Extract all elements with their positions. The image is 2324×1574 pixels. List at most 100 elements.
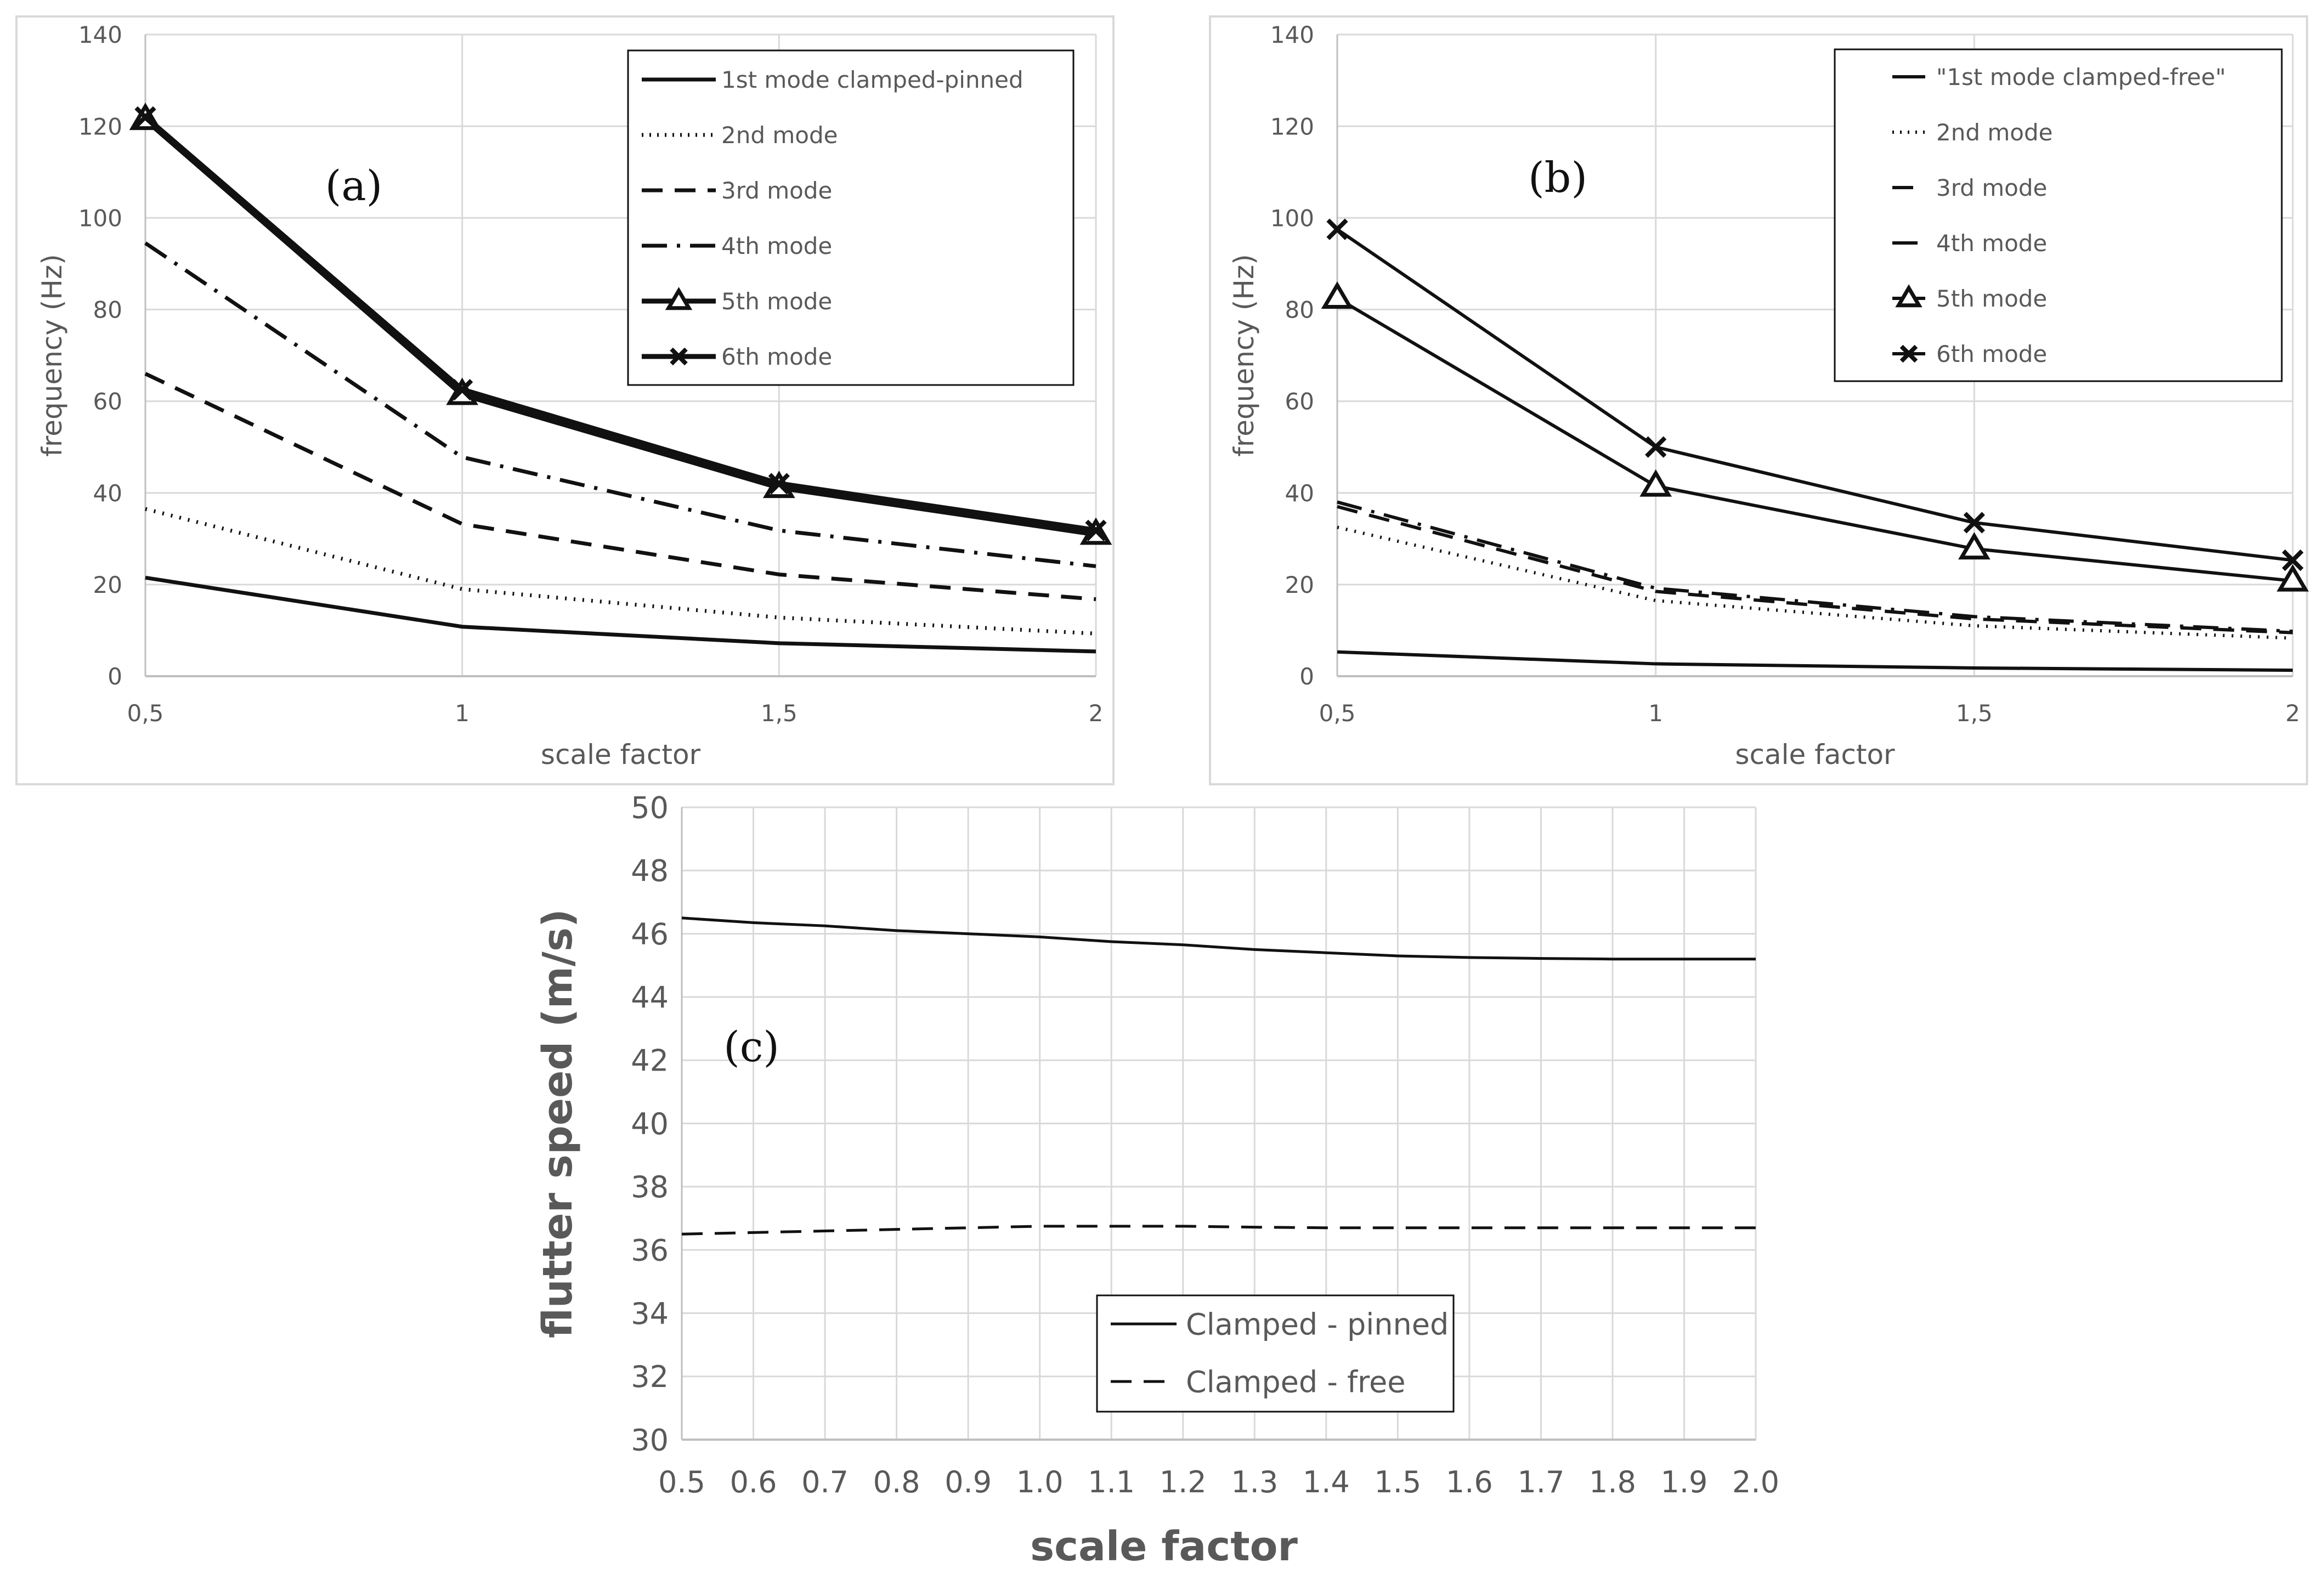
panel-c-x-tick-label: 1.6 <box>1446 1465 1493 1499</box>
panel-c-y-tick-label: 38 <box>631 1170 669 1204</box>
panel-b-series-line-5 <box>1336 296 2293 583</box>
panel-a-series-6-x-marker-3 <box>1085 519 1107 541</box>
panel-b-y-tick-label: 60 <box>1285 388 1314 415</box>
panel-a-series-6-x-marker-1 <box>451 379 473 401</box>
panel-c-series-line-2 <box>681 1225 1756 1236</box>
panel-b-legend-label-3: 3rd mode <box>1936 174 2047 201</box>
panel-c-x-tick-label: 1.8 <box>1589 1465 1636 1499</box>
panel-b-x-tick-label: 1 <box>1648 700 1663 727</box>
panel-a-legend-6-x-marker-0 <box>670 347 688 366</box>
panel-a-y-tick-label: 100 <box>78 205 122 231</box>
panel-c-panel-label: (c) <box>723 1022 779 1071</box>
panel-c-series-line-1 <box>681 916 1756 961</box>
panel-c-legend-label-1: Clamped - pinned <box>1186 1307 1449 1341</box>
panel-a-legend <box>627 49 1075 386</box>
panel-b-legend-label-5: 5th mode <box>1936 285 2047 312</box>
panel-a-series-line-3 <box>144 372 1096 602</box>
panel-b-series-6-x-marker-3 <box>2282 549 2304 571</box>
panel-b-y-tick-label: 20 <box>1285 571 1314 598</box>
panel-b-series-line-4 <box>1337 500 2293 633</box>
panel-b-legend-label-6: 6th mode <box>1936 341 2047 367</box>
panel-c-y-tick-label: 48 <box>631 854 669 888</box>
panel-a-legend-label-1: 1st mode clamped-pinned <box>721 66 1024 93</box>
panel-a-series-line-6 <box>143 115 1096 534</box>
panel-b: 0 20 40 60 80 100 120 140 0,5 1 1,5 2 scale factor fr… <box>1209 15 2309 785</box>
panel-b-legend-5-triangle-marker-0 <box>1895 284 1922 308</box>
panel-a-legend-label-3: 3rd mode <box>721 177 832 204</box>
panel-a-y-axis-title: frequency (Hz) <box>36 254 68 457</box>
panel-b-y-axis-title: frequency (Hz) <box>1228 254 1260 457</box>
panel-b-series-5-triangle-marker-2 <box>1958 532 1991 560</box>
panel-c-x-tick-label: 0.9 <box>945 1465 992 1499</box>
panel-b-panel-label: (b) <box>1528 153 1587 202</box>
panel-a-x-tick-label: 2 <box>1089 700 1104 727</box>
panel-b-legend <box>1834 48 2283 382</box>
panel-b-y-tick-label: 80 <box>1285 297 1314 324</box>
panel-a-series-6-x-marker-0 <box>134 106 156 128</box>
panel-b-legend-6-x-marker-0 <box>1899 344 1918 363</box>
panel-a-legend-label-4: 4th mode <box>721 233 832 259</box>
panel-b-series-5-triangle-marker-0 <box>1321 281 1354 309</box>
panel-c-y-tick-label: 40 <box>631 1107 669 1141</box>
panel-c-x-tick-label: 0.5 <box>658 1465 705 1499</box>
panel-a-y-tick-label: 140 <box>78 21 122 48</box>
panel-a-series-line-4 <box>144 241 1096 568</box>
panel-a-series-6-x-marker-2 <box>768 473 790 495</box>
panel-c-y-tick-label: 36 <box>631 1233 669 1268</box>
panel-c-legend-label-2: Clamped - free <box>1186 1364 1405 1399</box>
panel-a-y-tick-label: 0 <box>108 663 122 690</box>
panel-b-legend-label-4: 4th mode <box>1936 230 2047 257</box>
panel-b-series-line-1 <box>1337 650 2293 672</box>
panel-a-panel-label: (a) <box>325 161 383 210</box>
panel-a-x-tick-label: 1,5 <box>761 700 798 727</box>
panel-c-x-tick-label: 0.7 <box>801 1465 849 1499</box>
panel-a-y-tick-label: 80 <box>93 297 122 324</box>
panel-c-y-tick-label: 50 <box>631 790 669 825</box>
panel-c-x-tick-label: 1.1 <box>1088 1465 1135 1499</box>
panel-c-y-tick-label: 46 <box>631 917 669 952</box>
panel-c-legend <box>1096 1294 1455 1413</box>
panel-b-series-line-6 <box>1336 228 2293 562</box>
panel-a-legend-5-triangle-marker-0 <box>665 287 693 310</box>
panel-c-x-tick-label: 1.4 <box>1303 1465 1350 1499</box>
panel-c-x-axis-title: scale factor <box>1030 1523 1298 1570</box>
panel-a-legend-label-5: 5th mode <box>721 288 832 315</box>
panel-c-x-tick-label: 1.5 <box>1374 1465 1421 1499</box>
panel-c-y-tick-label: 34 <box>631 1296 669 1331</box>
panel-a-legend-label-6: 6th mode <box>721 343 832 370</box>
panel-c-y-tick-label: 42 <box>631 1044 669 1078</box>
panel-b-legend-label-2: 2nd mode <box>1936 119 2052 146</box>
panel-b-x-tick-label: 2 <box>2286 700 2300 727</box>
panel-b-series-6-x-marker-2 <box>1963 512 1985 534</box>
panel-c-x-tick-label: 1.3 <box>1231 1465 1278 1499</box>
panel-c-x-tick-label: 2.0 <box>1732 1465 1779 1499</box>
panel-a-x-tick-label: 0,5 <box>127 700 164 727</box>
panel-c-y-axis-title: flutter speed (m/s) <box>534 909 581 1338</box>
panel-c-y-tick-label: 44 <box>631 980 669 1015</box>
panel-b-y-tick-label: 120 <box>1270 113 1314 140</box>
panel-a: 0 20 40 60 80 100 120 140 0,5 1 1,5 2 scale factor fr… <box>15 15 1115 785</box>
panel-b-x-axis-title: scale factor <box>1735 739 1895 771</box>
panel-a-y-tick-label: 120 <box>78 113 122 140</box>
panel-c-x-tick-label: 1.7 <box>1517 1465 1564 1499</box>
panel-b-x-tick-label: 1,5 <box>1956 700 1993 727</box>
panel-b-y-tick-label: 0 <box>1299 663 1314 690</box>
panel-b-y-tick-label: 100 <box>1270 205 1314 231</box>
panel-a-x-tick-label: 1 <box>455 700 470 727</box>
panel-a-series-line-1 <box>145 575 1096 654</box>
panel-c-x-tick-label: 1.9 <box>1661 1465 1708 1499</box>
panel-a-legend-label-2: 2nd mode <box>721 122 838 149</box>
panel-b-series-5-triangle-marker-1 <box>1639 469 1672 497</box>
panel-b-y-tick-label: 140 <box>1270 21 1314 48</box>
panel-a-y-tick-label: 20 <box>93 571 122 598</box>
panel-b-x-tick-label: 0,5 <box>1319 700 1356 727</box>
panel-b-series-6-x-marker-0 <box>1326 218 1348 240</box>
panel-b-series-5-triangle-marker-3 <box>2276 564 2309 592</box>
panel-b-series-6-x-marker-1 <box>1645 436 1667 458</box>
panel-c-x-tick-label: 0.8 <box>873 1465 920 1499</box>
panel-c-x-tick-label: 0.6 <box>730 1465 777 1499</box>
panel-c-y-tick-label: 32 <box>631 1360 669 1394</box>
panel-c: 30 32 34 36 38 40 42 44 46 48 50 0.5 0.6 0.7 0.8 0.9 1.0… <box>534 790 1779 1570</box>
panel-c-x-tick-label: 1.2 <box>1160 1465 1207 1499</box>
